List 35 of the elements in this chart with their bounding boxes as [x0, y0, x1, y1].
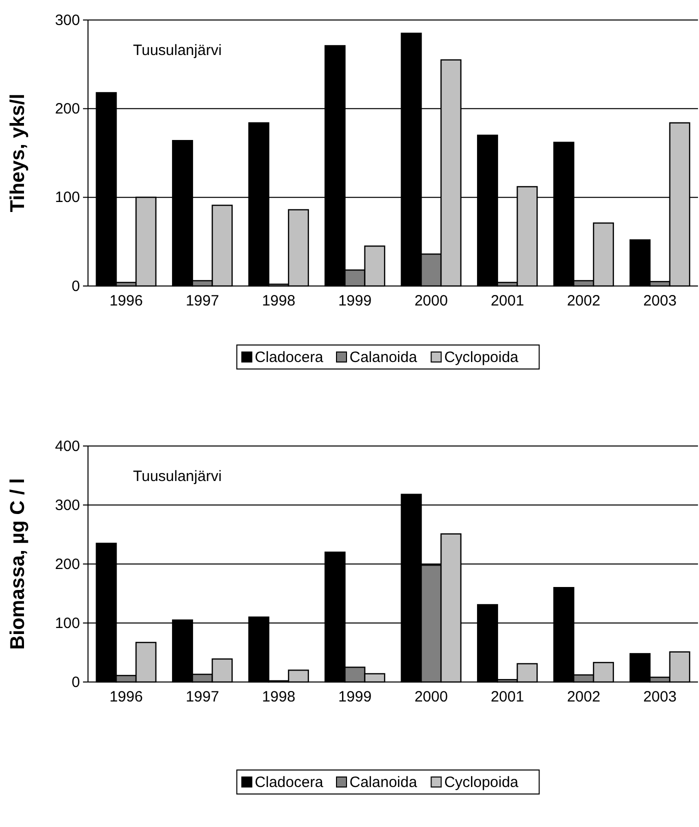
y-tick-label: 100	[54, 614, 80, 632]
x-tick-label: 2000	[414, 688, 448, 706]
y-axis-title: Biomassa, µg C / l	[7, 478, 29, 650]
x-tick-label: 2000	[414, 292, 448, 310]
y-axis-title: Tiheys, yks/l	[7, 94, 29, 212]
y-tick-label: 200	[54, 100, 80, 118]
x-tick-label: 1997	[186, 688, 220, 706]
x-tick-label: 2001	[490, 688, 524, 706]
x-tick-label: 1999	[338, 688, 372, 706]
annotation: Tuusulanjärvi	[133, 42, 222, 59]
x-tick-label: 1998	[262, 292, 296, 310]
legend-label: Cyclopoida	[444, 774, 520, 791]
x-tick-label: 1996	[109, 688, 143, 706]
y-tick-label: 0	[72, 278, 80, 295]
y-tick-label: 0	[72, 674, 80, 691]
y-tick-label: 400	[54, 438, 80, 455]
y-tick-label: 300	[54, 496, 80, 514]
legend-label: Cyclopoida	[444, 349, 520, 366]
x-tick-label: 2002	[566, 292, 600, 310]
x-tick-label: 1999	[338, 292, 372, 310]
y-tick-label: 200	[54, 556, 80, 573]
x-tick-label: 1997	[186, 292, 220, 310]
x-tick-label: 2003	[643, 292, 677, 310]
x-tick-label: 2003	[643, 688, 677, 706]
legend-label: Calanoida	[350, 774, 418, 791]
legend-label: Cladocera	[254, 349, 324, 366]
y-tick-label: 300	[54, 12, 80, 29]
legend-label: Cladocera	[254, 774, 324, 791]
legend-label: Calanoida	[350, 349, 418, 366]
x-tick-label: 1998	[262, 688, 296, 706]
annotation: Tuusulanjärvi	[133, 468, 222, 485]
x-tick-label: 2002	[566, 688, 600, 706]
y-tick-label: 100	[54, 189, 80, 206]
x-tick-label: 1996	[109, 292, 143, 310]
x-tick-label: 2001	[490, 292, 524, 310]
